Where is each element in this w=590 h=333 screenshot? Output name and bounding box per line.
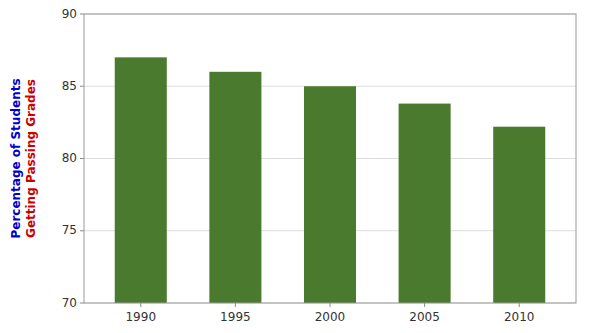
y-tick bbox=[80, 230, 84, 231]
bar bbox=[304, 86, 356, 303]
y-tick bbox=[80, 14, 84, 15]
y-tick-label: 85 bbox=[62, 79, 77, 93]
y-tick-label: 70 bbox=[62, 296, 77, 310]
x-tick-label: 2010 bbox=[504, 310, 535, 324]
bar bbox=[115, 57, 167, 303]
bars bbox=[115, 57, 546, 303]
y-tick-label: 80 bbox=[62, 151, 77, 165]
y-tick bbox=[80, 158, 84, 159]
y-tick-label: 75 bbox=[62, 223, 77, 237]
x-tick bbox=[330, 303, 331, 307]
x-tick-label: 2000 bbox=[315, 310, 346, 324]
y-tick-label: 90 bbox=[62, 7, 77, 21]
plot-frame bbox=[84, 14, 576, 303]
x-tick-label: 2005 bbox=[409, 310, 440, 324]
x-tick bbox=[519, 303, 520, 307]
y-axis-label: Percentage of StudentsGetting Passing Gr… bbox=[9, 78, 38, 238]
x-axis: 1990 1995 2000 2005 2010 bbox=[125, 303, 534, 324]
y-tick bbox=[80, 86, 84, 87]
x-tick-label: 1995 bbox=[220, 310, 251, 324]
chart-svg: 70 75 80 85 90 1990 1995 2000 2005 2010 Percentage… bbox=[0, 0, 590, 333]
bar bbox=[493, 127, 545, 303]
chart-container: 70 75 80 85 90 1990 1995 2000 2005 2010 Percentage… bbox=[0, 0, 590, 333]
x-tick bbox=[140, 303, 141, 307]
x-tick-label: 1990 bbox=[125, 310, 156, 324]
bar bbox=[209, 72, 261, 303]
y-label-line: Percentage of Students bbox=[9, 78, 23, 238]
y-axis: 70 75 80 85 90 bbox=[62, 7, 84, 310]
bar bbox=[399, 104, 451, 303]
y-label-line: Getting Passing Grades bbox=[24, 79, 38, 238]
y-tick bbox=[80, 303, 84, 304]
x-tick bbox=[424, 303, 425, 307]
y-grid bbox=[84, 14, 576, 303]
x-tick bbox=[235, 303, 236, 307]
